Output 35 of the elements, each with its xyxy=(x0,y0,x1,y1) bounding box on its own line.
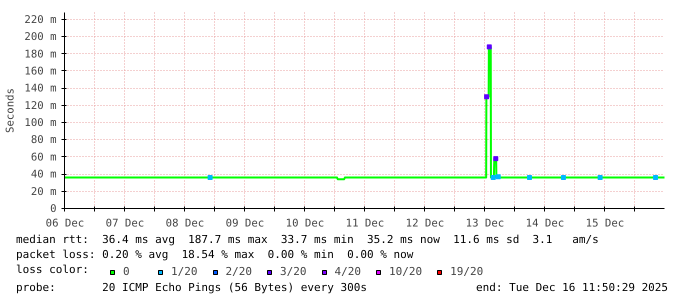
y-tick-label: 60 m xyxy=(30,150,57,164)
y-tick-label: 80 m xyxy=(30,133,57,146)
legend-label: 4/20 xyxy=(334,265,361,278)
legend-label: 3/20 xyxy=(280,265,306,278)
text: probe: 20 ICMP Echo Pings (56 Bytes) every 300s xyxy=(16,280,367,295)
legend-label: 10/20 xyxy=(389,265,422,278)
legend-title: loss color: xyxy=(16,262,89,277)
y-tick-label: 100 m xyxy=(24,116,56,130)
y-tick-label: 180 m xyxy=(24,47,56,60)
legend-label: 2/20 xyxy=(226,265,252,278)
legend-label: 0 xyxy=(123,265,131,278)
y-tick-label: 140 m xyxy=(24,82,56,95)
x-tick-label: 08 Dec xyxy=(166,216,204,230)
x-tick-label: 09 Dec xyxy=(226,216,264,230)
legend-label: 1/20 xyxy=(171,265,198,278)
x-tick-label: 07 Dec xyxy=(106,216,144,230)
y-tick-label: 200 m xyxy=(24,30,56,44)
text: end: Tue Dec 16 11:50:29 2025 xyxy=(476,280,668,295)
y-axis-title: Seconds xyxy=(3,88,16,133)
x-tick-label: 06 Dec xyxy=(46,216,84,230)
x-tick-label: 15 Dec xyxy=(586,216,624,230)
y-tick-label: 40 m xyxy=(30,168,57,181)
y-tick-label: 20 m xyxy=(30,184,57,198)
y-tick-label: 120 m xyxy=(24,98,56,112)
x-tick-label: 10 Dec xyxy=(286,216,324,230)
y-tick-label: 160 m xyxy=(24,64,56,78)
text: packet loss: 0.20 % avg 18.54 % max 0.00 % min 0.00 % now xyxy=(16,247,414,262)
legend-label: 19/20 xyxy=(450,265,484,278)
y-tick-label: 220 m xyxy=(24,12,56,26)
x-tick-label: 13 Dec xyxy=(466,216,504,230)
y-tick-label: 0 xyxy=(50,202,57,215)
x-tick-label: 12 Dec xyxy=(406,216,444,230)
x-tick-label: 11 Dec xyxy=(346,216,384,230)
x-tick-label: 14 Dec xyxy=(526,216,564,230)
text: median rtt: 36.4 ms avg 187.7 ms max 33.7 ms min 35.2 ms now 11.6 ms sd 3.1 am/s xyxy=(16,232,599,247)
